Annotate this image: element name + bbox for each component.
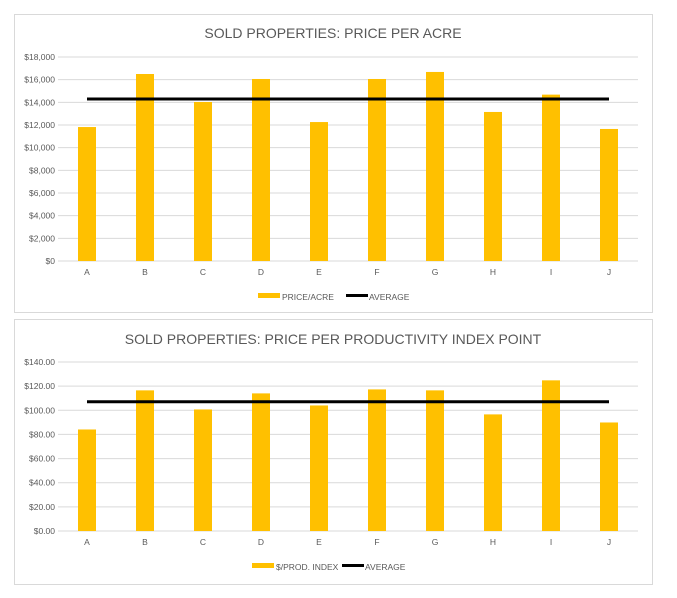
bar-D: [252, 78, 270, 261]
legend-swatch-bars: [258, 293, 280, 298]
y-tick-label: $10,000: [24, 143, 55, 153]
x-tick-label: G: [432, 537, 439, 547]
chart-svg: SOLD PROPERTIES: PRICE PER PRODUCTIVITY …: [24, 331, 638, 572]
x-tick-label: D: [258, 537, 264, 547]
y-tick-label: $100.00: [24, 405, 55, 415]
x-tick-label: A: [84, 267, 90, 277]
y-tick-label: $14,000: [24, 97, 55, 107]
x-tick-label: J: [607, 537, 611, 547]
bar-H: [484, 111, 502, 261]
x-tick-label: H: [490, 537, 496, 547]
x-tick-label: B: [142, 537, 148, 547]
y-tick-label: $0.00: [34, 526, 56, 536]
bar-E: [310, 405, 328, 531]
y-tick-label: $16,000: [24, 75, 55, 85]
chart-svg: SOLD PROPERTIES: PRICE PER ACRE $0 $2,000 $…: [24, 25, 638, 302]
bar-A: [78, 127, 96, 261]
y-tick-label: $8,000: [29, 165, 55, 175]
legend-label-bars: $/PROD. INDEX: [276, 562, 339, 572]
bar-H: [484, 414, 502, 531]
legend-label-average: AVERAGE: [365, 562, 406, 572]
x-tick-label: E: [316, 267, 322, 277]
y-tick-label: $4,000: [29, 211, 55, 221]
x-tick-label: C: [200, 267, 206, 277]
y-tick-label: $40.00: [29, 478, 55, 488]
legend-swatch-bars: [252, 563, 274, 568]
y-tick-label: $0: [46, 256, 56, 266]
bar-G: [426, 390, 444, 531]
price-per-acre-chart: SOLD PROPERTIES: PRICE PER ACRE $0 $2,000 $…: [14, 14, 653, 313]
y-tick-label: $140.00: [24, 357, 55, 367]
bar-I: [542, 94, 560, 261]
bar-A: [78, 429, 96, 531]
x-tick-label: A: [84, 537, 90, 547]
x-tick-label: F: [374, 537, 379, 547]
bar-D: [252, 393, 270, 531]
bar-B: [136, 390, 154, 531]
bar-E: [310, 122, 328, 261]
y-tick-label: $12,000: [24, 120, 55, 130]
y-tick-label: $60.00: [29, 454, 55, 464]
legend-label-average: AVERAGE: [369, 292, 410, 302]
y-tick-label: $6,000: [29, 188, 55, 198]
x-tick-label: G: [432, 267, 439, 277]
bar-I: [542, 380, 560, 531]
bar-F: [368, 389, 386, 531]
y-tick-label: $20.00: [29, 502, 55, 512]
bar-C: [194, 101, 212, 261]
x-tick-label: E: [316, 537, 322, 547]
legend-label-bars: PRICE/ACRE: [282, 292, 334, 302]
x-tick-label: H: [490, 267, 496, 277]
x-tick-label: J: [607, 267, 611, 277]
x-tick-label: I: [550, 267, 552, 277]
chart-title: SOLD PROPERTIES: PRICE PER ACRE: [204, 25, 461, 41]
y-tick-label: $120.00: [24, 381, 55, 391]
price-per-index-chart: SOLD PROPERTIES: PRICE PER PRODUCTIVITY …: [14, 319, 653, 585]
bar-G: [426, 71, 444, 262]
x-tick-label: C: [200, 537, 206, 547]
bar-J: [600, 128, 618, 261]
x-tick-label: F: [374, 267, 379, 277]
y-tick-label: $80.00: [29, 429, 55, 439]
bar-B: [136, 74, 154, 261]
y-tick-label: $2,000: [29, 233, 55, 243]
chart-title: SOLD PROPERTIES: PRICE PER PRODUCTIVITY …: [125, 331, 542, 347]
x-tick-label: I: [550, 537, 552, 547]
x-tick-label: D: [258, 267, 264, 277]
bar-C: [194, 409, 212, 531]
x-tick-label: B: [142, 267, 148, 277]
y-tick-label: $18,000: [24, 52, 55, 62]
bar-J: [600, 422, 618, 531]
bar-F: [368, 78, 386, 261]
